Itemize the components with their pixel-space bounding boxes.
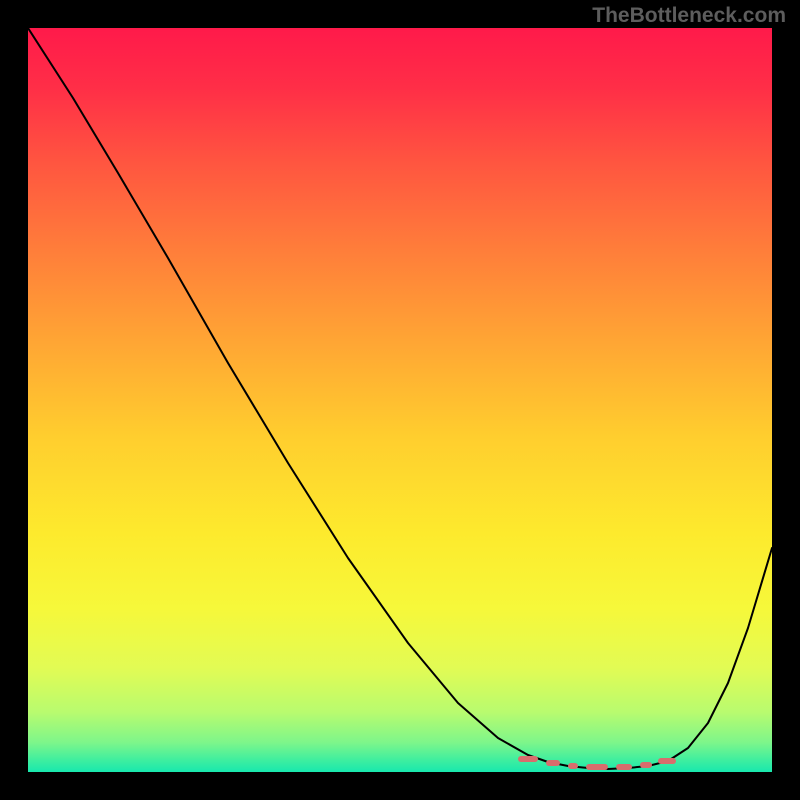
highlight-dash <box>586 764 608 770</box>
bottleneck-curve <box>28 28 772 772</box>
watermark-text: TheBottleneck.com <box>592 4 786 28</box>
highlight-dash <box>518 756 538 762</box>
highlight-dash <box>658 758 676 764</box>
highlight-dash <box>616 764 632 770</box>
highlight-dash <box>546 760 560 766</box>
highlight-dash <box>640 762 652 768</box>
plot-area <box>28 28 772 772</box>
highlight-dash <box>568 763 578 769</box>
